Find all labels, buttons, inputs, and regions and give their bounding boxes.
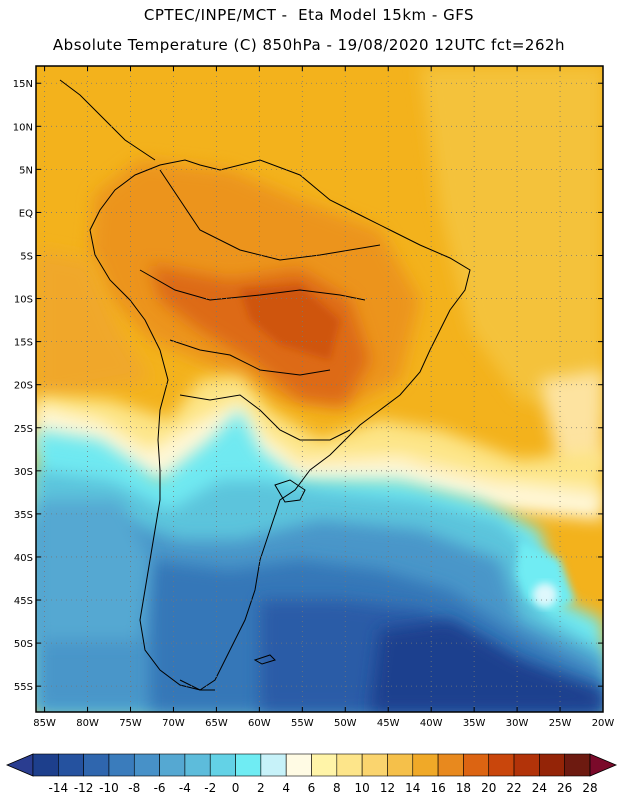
colorbar-swatch (133, 753, 160, 777)
colorbar-label: 26 (557, 781, 572, 795)
lat-label: 5N (19, 165, 33, 176)
lat-label: 15N (13, 79, 33, 90)
colorbar-label: 4 (282, 781, 290, 795)
colorbar-label: 8 (333, 781, 341, 795)
colorbar-swatch (32, 753, 59, 777)
colorbar-swatch (58, 753, 84, 777)
colorbar-swatch (336, 753, 363, 777)
lon-label: 55W (291, 718, 314, 729)
lon-label: 75W (119, 718, 142, 729)
colorbar-swatch (285, 753, 312, 777)
lat-label: EQ (19, 208, 33, 219)
temperature-field (36, 66, 603, 712)
colorbar-label: 20 (481, 781, 496, 795)
coastlines (59, 79, 471, 691)
lat-label: 40S (14, 553, 33, 564)
lon-label: 80W (76, 718, 99, 729)
colorbar-label: 28 (582, 781, 597, 795)
lon-label: 60W (248, 718, 271, 729)
colorbar-swatch (463, 753, 490, 777)
lat-label: 20S (14, 381, 33, 392)
colorbar-label: -14 (49, 781, 69, 795)
axis-ticks: 15N 10N 5N EQ 5S 10S 15S 20S 25S 30S 35S 40S 45S 50S 5… (13, 66, 615, 729)
colorbar-swatch (260, 753, 287, 777)
colorbar-label: 14 (405, 781, 420, 795)
colorbar-label: 2 (257, 781, 265, 795)
colorbar-over-arrow (589, 753, 618, 777)
lon-label: 65W (205, 718, 228, 729)
lat-label: 45S (14, 596, 33, 607)
colorbar-swatch (412, 753, 439, 777)
colorbar-swatch (184, 753, 211, 777)
colorbar-label: 24 (532, 781, 547, 795)
lat-label: 55S (14, 682, 33, 693)
colorbar-label: -6 (154, 781, 166, 795)
lon-label: 25W (549, 718, 572, 729)
lon-label: 30W (506, 718, 529, 729)
colorbar-swatch (311, 753, 338, 777)
lat-label: 50S (14, 639, 33, 650)
colorbar-swatch (159, 753, 186, 777)
lon-label: 20W (592, 718, 615, 729)
colorbar-under-arrow (5, 753, 34, 777)
map-subtitle: Absolute Temperature (C) 850hPa - 19/08/… (52, 36, 566, 54)
colorbar-swatch (83, 753, 110, 777)
colorbar-swatch (564, 753, 591, 777)
lat-label: 15S (14, 338, 33, 349)
lat-label: 25S (14, 424, 33, 435)
lon-label: 85W (33, 718, 56, 729)
lon-label: 35W (463, 718, 486, 729)
colorbar-swatch (235, 753, 262, 777)
colorbar-label: -8 (128, 781, 140, 795)
colorbar-swatch (209, 753, 236, 777)
colorbar-label: -2 (204, 781, 216, 795)
colorbar-label: 22 (506, 781, 521, 795)
colorbar-swatch (108, 753, 135, 777)
lat-label: 30S (14, 467, 33, 478)
lon-label: 40W (420, 718, 443, 729)
colorbar-label: 10 (354, 781, 369, 795)
lat-label: 10N (13, 122, 33, 133)
colorbar-label: -4 (179, 781, 191, 795)
colorbar-label: 6 (308, 781, 316, 795)
colorbar-label: -12 (74, 781, 94, 795)
map-title: CPTEC/INPE/MCT - Eta Model 15km - GFS (143, 6, 475, 24)
colorbar-swatch (437, 753, 464, 777)
colorbar-swatch (488, 753, 515, 777)
colorbar-swatch (513, 753, 540, 777)
colorbar-swatch (361, 753, 388, 777)
colorbar: -14 -12 -10 -8 -6 -4 -2 0 2 4 6 8 10 12 14 16 18 20 22 24 26… (5, 753, 618, 795)
lat-label: 10S (14, 295, 33, 306)
colorbar-label: 18 (456, 781, 471, 795)
lon-label: 70W (162, 718, 185, 729)
colorbar-label: -10 (99, 781, 119, 795)
lat-label: 5S (20, 251, 33, 262)
colorbar-swatch (539, 753, 565, 777)
colorbar-label: 12 (380, 781, 395, 795)
colorbar-label: 16 (430, 781, 445, 795)
colorbar-swatch (387, 753, 414, 777)
lon-label: 45W (377, 718, 400, 729)
lat-label: 35S (14, 510, 33, 521)
lon-label: 50W (334, 718, 357, 729)
colorbar-label: 0 (232, 781, 240, 795)
map-frame (35, 65, 604, 713)
